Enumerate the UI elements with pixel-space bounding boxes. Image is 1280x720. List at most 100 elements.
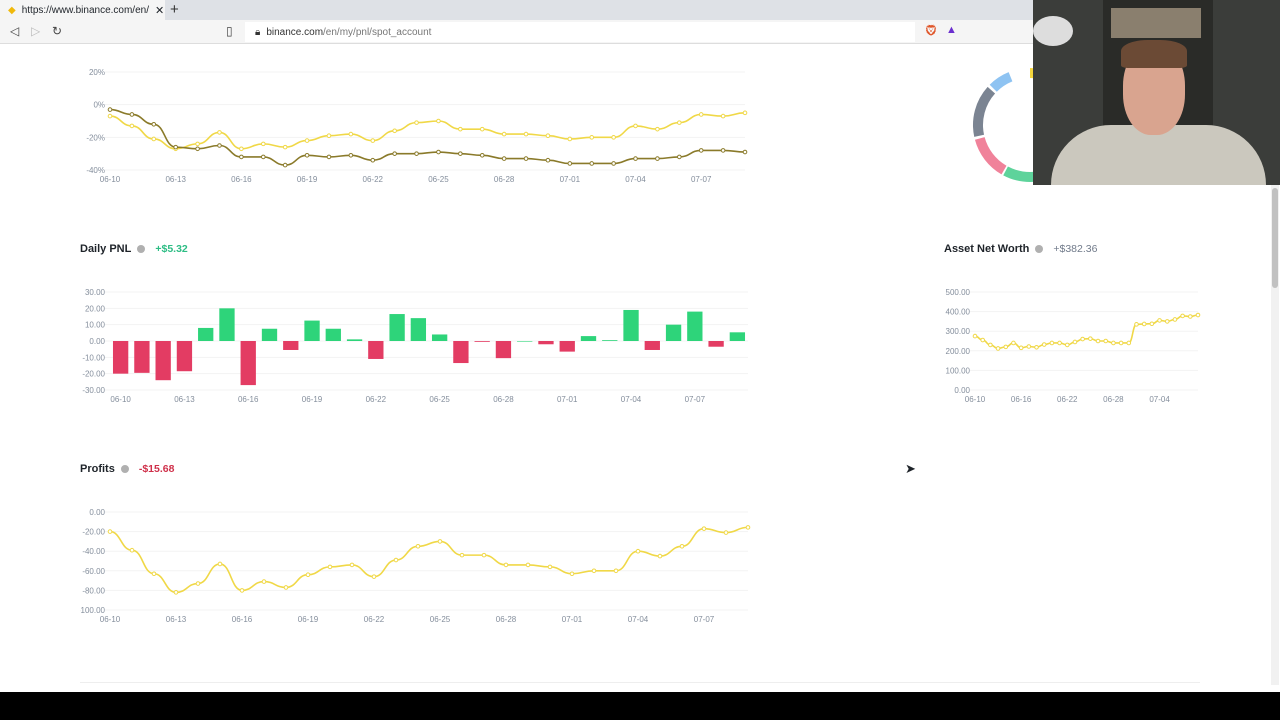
y-tick-label: 400.00 [946,308,971,317]
data-point [151,121,157,127]
data-point [436,118,441,124]
data-point [589,135,595,140]
x-tick-label: 06-22 [364,615,385,624]
reload-icon[interactable]: ↻ [52,24,63,38]
x-tick-label: 06-22 [1057,395,1078,404]
data-point [1003,344,1009,350]
x-tick-label: 07-01 [562,615,583,624]
data-point [1157,318,1162,323]
x-tick-label: 06-13 [174,395,195,404]
browser-toolbar: ◁ ▷ ↻ ▯ 🔒︎ binance.com/en/my/pnl/spot_ac… [0,20,1280,44]
data-point [107,113,113,119]
data-point [173,144,178,150]
scrollbar[interactable] [1271,185,1279,685]
y-tick-label: -60.00 [82,567,105,576]
brave-shield-icon[interactable]: 🦁︎ [924,25,938,37]
y-tick-label: -100.00 [80,606,106,615]
data-point [679,544,685,549]
browser-tab[interactable]: ◆ https://www.binance.com/en/ ✕ [0,0,165,20]
data-point [720,148,726,153]
data-point [1026,344,1032,349]
data-point [1103,338,1109,344]
daily-pnl-chart: 30.00 20.00 10.00 0.00 -10.00 -20.00 -30.00 06-… [82,288,748,404]
info-icon[interactable] [137,245,146,253]
y-tick-label: -10.00 [82,353,105,362]
series-line [109,108,746,166]
data-point [1118,340,1124,346]
x-tick-label: 06-28 [1103,395,1124,404]
y-tick-label: 300.00 [946,327,971,336]
data-point [217,561,223,567]
bar [495,341,512,359]
data-point [1080,336,1085,342]
data-point [1018,345,1024,351]
asset-allocation-donut [973,68,1040,182]
y-tick-label: 20% [89,68,105,77]
data-point [742,149,748,155]
data-point [1064,342,1070,348]
bar [708,341,724,347]
data-point [173,590,179,595]
data-point [304,138,310,143]
data-point [1126,340,1132,346]
bar [283,341,299,350]
x-tick-label: 06-22 [366,395,387,404]
address-bar[interactable]: 🔒︎ binance.com/en/my/pnl/spot_account [245,22,915,42]
scrollbar-thumb[interactable] [1272,188,1278,288]
info-icon[interactable] [120,465,129,473]
data-point [479,153,485,158]
data-point [129,547,135,553]
close-tab-icon[interactable]: ✕ [155,4,165,17]
brave-rewards-icon[interactable]: ▲ [946,24,957,36]
y-tick-label: 30.00 [85,288,106,297]
data-point [151,136,157,142]
data-point [261,579,267,584]
data-point [326,154,332,160]
forward-icon[interactable]: ▷ [31,24,41,38]
data-point [217,130,222,135]
data-point [698,112,704,117]
url-path: /en/my/pnl/spot_account [323,26,432,38]
data-point [437,539,443,544]
data-point [283,585,289,590]
y-tick-label: -20.00 [82,370,105,379]
data-point [107,529,113,534]
data-point [1134,322,1139,327]
data-point [701,526,707,531]
data-point [1072,339,1078,345]
data-point [414,120,419,125]
new-tab-button[interactable]: + [170,1,179,18]
back-icon[interactable]: ◁ [10,24,20,38]
daily-pnl-title: Daily PNL [80,243,132,255]
data-point [370,157,376,163]
webcam-overlay [1033,0,1280,185]
series-line [109,526,749,594]
data-point [239,154,244,160]
y-tick-label: -40.00 [82,547,105,556]
bookmark-icon[interactable]: ▯ [226,24,233,38]
data-point [195,581,201,586]
data-point [393,557,399,563]
bar [240,341,256,386]
y-tick-label: 200.00 [946,347,971,356]
data-point [481,552,487,558]
y-tick-label: 0% [93,101,105,110]
binance-favicon-icon: ◆ [8,4,16,16]
data-point [633,123,638,129]
url-host: binance.com [266,26,324,38]
data-point [195,141,200,147]
data-point [1041,342,1047,347]
x-tick-label: 06-28 [496,615,517,624]
data-point [988,342,993,348]
data-point [459,552,465,558]
data-point [479,126,485,132]
x-tick-label: 07-01 [560,175,581,184]
data-point [392,151,397,156]
data-point [1195,312,1201,318]
data-point [217,143,222,148]
x-tick-label: 06-25 [429,395,450,404]
series-line [974,314,1199,350]
data-point [1011,340,1016,346]
x-tick-label: 06-28 [494,175,515,184]
info-icon[interactable] [1035,245,1044,253]
